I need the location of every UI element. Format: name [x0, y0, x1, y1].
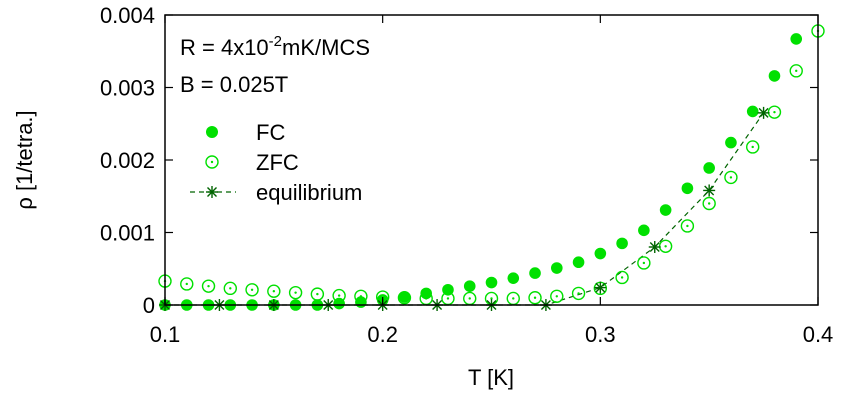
fc-point [659, 204, 672, 216]
zfc-point [680, 219, 695, 233]
x-tick-label: 0.2 [367, 322, 398, 347]
legend: FC ZFC equilibrium [190, 120, 362, 205]
fc-point [551, 262, 563, 274]
legend-zfc-marker [205, 155, 219, 169]
zfc-point [528, 291, 542, 305]
legend-fc-label: FC [256, 120, 285, 145]
y-tick-label: 0.004 [100, 3, 155, 28]
zfc-point [223, 281, 238, 296]
x-tick-label: 0.1 [150, 322, 181, 347]
fc-point [790, 33, 803, 45]
zfc-point [702, 196, 716, 211]
zfc-point [615, 270, 629, 285]
zfc-point [463, 291, 477, 306]
y-axis-label: ρ [1/tetra.] [12, 110, 37, 209]
zfc-point [201, 279, 216, 293]
fc-point [507, 272, 520, 284]
equilibrium-point [648, 241, 661, 253]
fc-point [463, 280, 476, 292]
zfc-point [789, 64, 803, 78]
zfc-point [571, 286, 586, 301]
x-tick-label: 0.4 [803, 322, 834, 347]
zfc-point [724, 170, 738, 185]
zfc-point [637, 256, 651, 270]
equilibrium-point [594, 281, 607, 294]
annotation-rate-exponent: -2 [269, 33, 282, 50]
zfc-point [245, 283, 259, 297]
fc-point [485, 276, 498, 289]
fc-point [594, 247, 607, 260]
zfc-point [354, 289, 368, 303]
fc-point [768, 70, 781, 82]
legend-zfc-label: ZFC [256, 150, 299, 175]
annotation-rate-prefix: R = 4x10 [180, 35, 269, 60]
fc-point [703, 162, 715, 174]
zfc-point [767, 105, 782, 119]
annotation-field: B = 0.025T [180, 72, 288, 97]
fc-point [725, 136, 737, 149]
zfc-point [658, 239, 673, 253]
equilibrium-point [757, 106, 770, 119]
zfc-point [746, 140, 760, 154]
x-tick-label: 0.3 [585, 322, 616, 347]
legend-equilibrium-marker [206, 186, 218, 198]
annotation-rate-suffix: mK/MCS [282, 35, 370, 60]
zfc-point [288, 285, 303, 300]
legend-equilibrium-label: equilibrium [256, 180, 362, 205]
y-tick-label: 0.001 [100, 221, 155, 246]
zfc-point [180, 277, 194, 291]
equilibrium-point [703, 184, 716, 197]
zfc-point [332, 288, 346, 303]
x-axis-label: T [K] [468, 365, 514, 390]
fc-point [420, 287, 433, 300]
legend-fc-marker [206, 126, 218, 138]
fc-point [746, 105, 759, 118]
zfc-point [397, 291, 412, 305]
y-tick-label: 0.003 [100, 76, 155, 101]
annotation-rate: R = 4x10-2mK/MCS [180, 33, 370, 60]
zfc-point [310, 287, 325, 301]
equilibrium-line [165, 112, 765, 306]
fc-point [572, 256, 585, 269]
fc-point [529, 267, 541, 279]
y-tick-label: 0.002 [100, 148, 155, 173]
zfc-point [267, 284, 281, 298]
axis-layer: 0.1 0.2 0.3 0.4 0 0.001 0.002 0.003 0.004 [100, 3, 833, 347]
fc-point [681, 182, 694, 195]
fc-point [638, 224, 650, 237]
zfc-point [506, 291, 520, 306]
y-tick-label: 0 [143, 293, 155, 318]
fc-point [616, 237, 628, 250]
zfc-point [550, 289, 564, 303]
